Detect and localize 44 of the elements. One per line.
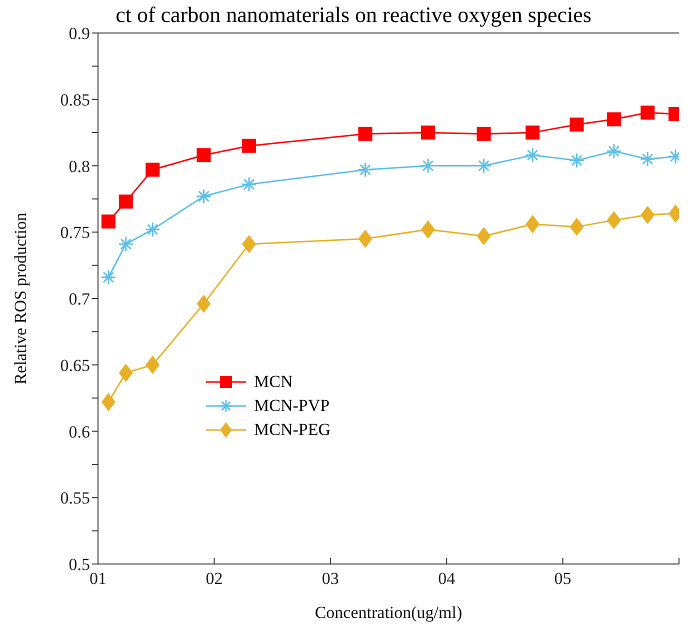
point: [421, 220, 436, 239]
y-tick-label: 0.7: [68, 290, 90, 309]
point: [358, 126, 372, 141]
x-tick-label: 05: [554, 569, 572, 588]
point: [118, 364, 133, 382]
y-axis-title: Relative ROS production: [11, 212, 30, 384]
y-tick-label: 0.55: [60, 488, 90, 508]
y-tick-label: 0.65: [60, 356, 90, 375]
point: [476, 227, 491, 246]
legend-label: MCN-PEG: [254, 420, 331, 440]
chart-title: ct of carbon nanomaterials on reactive oxygen species: [114, 2, 592, 27]
x-axis-title: Concentration(ug/ml): [314, 603, 462, 622]
point: [526, 126, 540, 140]
point: [118, 194, 133, 209]
x-tick-label: 04: [438, 569, 456, 588]
point: [358, 230, 372, 248]
point: [570, 218, 584, 236]
point: [640, 206, 655, 224]
point: [606, 112, 621, 126]
x-tick-label: 02: [206, 569, 223, 588]
point: [146, 356, 160, 374]
y-tick-label: 0.5: [68, 555, 90, 574]
point: [476, 126, 491, 141]
x-tick-label: 01: [90, 569, 106, 588]
y-tick-label: 0.8: [68, 156, 90, 176]
point: [606, 211, 621, 230]
point: [196, 294, 211, 313]
point: [146, 162, 160, 177]
x-tick-label: 03: [322, 569, 339, 588]
point: [640, 106, 655, 120]
point: [196, 148, 211, 162]
y-tick-label: 0.9: [68, 24, 90, 44]
point: [101, 214, 116, 229]
y-tick-label: 0.85: [60, 90, 90, 110]
point: [242, 138, 256, 153]
y-tick-label: 0.6: [68, 422, 90, 442]
legend-label: MCN: [254, 372, 293, 392]
y-tick-label: 0.75: [60, 223, 90, 242]
point: [242, 234, 256, 254]
point: [570, 118, 584, 132]
point: [101, 392, 116, 412]
point: [421, 126, 436, 140]
point: [526, 215, 540, 234]
legend-label: MCN-PVP: [254, 396, 330, 416]
